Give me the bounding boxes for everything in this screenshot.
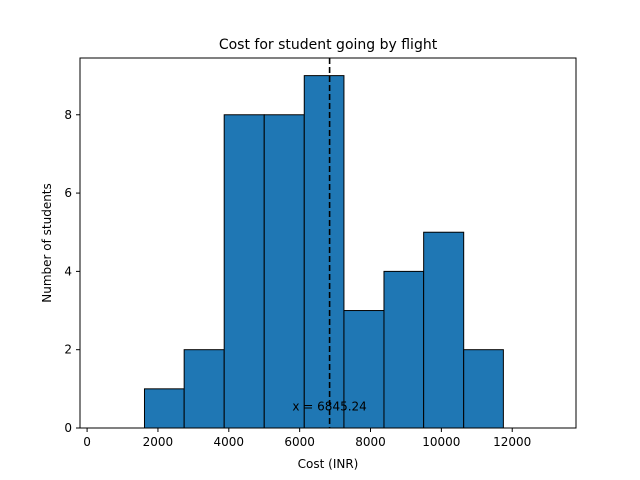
x-tick-label: 12000 [493,435,531,449]
histogram-bar-5 [303,75,345,429]
x-tick-label: 10000 [422,435,460,449]
y-tick-label: 2 [64,343,72,357]
histogram-bar-9 [463,349,504,429]
histogram-bar-1 [143,388,185,429]
y-axis-ticks: 0 2 4 6 8 [64,108,80,435]
chart-title: Cost for student going by flight [219,37,438,53]
y-tick-label: 6 [64,186,72,200]
histogram-bar-7 [383,270,425,429]
histogram-bar-4 [263,114,305,429]
x-tick-label: 6000 [284,435,315,449]
histogram-bar-3 [223,114,265,429]
x-tick-label: 0 [83,435,91,449]
x-tick-label: 2000 [143,435,174,449]
y-tick-label: 4 [64,264,72,278]
x-tick-label: 8000 [355,435,386,449]
x-axis-ticks: 0 2000 4000 6000 8000 10000 12000 [83,428,531,449]
x-tick-label: 4000 [214,435,245,449]
histogram-bar-8 [423,231,465,429]
histogram-bar-2 [183,349,225,429]
mean-annotation: x = 6845.24 [292,399,366,413]
histogram-bar-6 [343,310,385,429]
plot-area-frame [79,57,577,429]
y-tick-label: 0 [64,421,72,435]
y-tick-label: 8 [64,108,72,122]
bars-group [143,75,504,429]
y-axis-label: Number of students [40,183,54,303]
x-axis-label: Cost (INR) [298,457,359,471]
